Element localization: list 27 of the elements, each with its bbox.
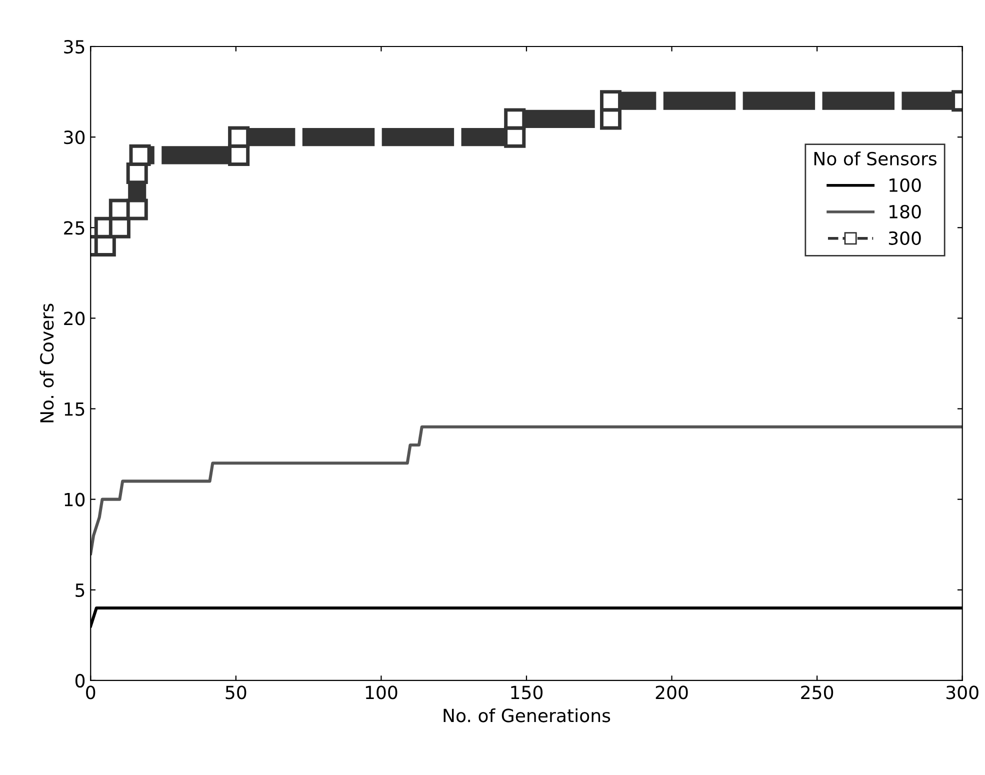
y-tick-label: 25: [64, 221, 84, 235]
y-axis-title: No. of Covers: [40, 304, 54, 422]
y-tick-label: 10: [64, 492, 85, 506]
y-tick-label: 20: [64, 312, 85, 326]
x-tick-label: 0: [86, 686, 96, 700]
y-tick-label: 35: [64, 40, 84, 54]
y-tick-label: 0: [75, 674, 85, 688]
line-series: [90, 425, 962, 556]
x-tick-label: 250: [801, 686, 834, 700]
point: [504, 108, 526, 130]
legend-label: 300: [888, 231, 921, 245]
legend-title: No of Sensors: [814, 152, 936, 166]
legend-label: 100: [890, 178, 921, 192]
y-tick-label: 5: [76, 584, 84, 597]
x-axis-title: No. of Generations: [444, 708, 610, 722]
x-tick-label: 200: [656, 686, 688, 700]
legend-label: 180: [890, 204, 921, 218]
point: [600, 90, 622, 112]
x-tick-label: 100: [366, 686, 398, 700]
y-tick-label: 15: [64, 402, 84, 416]
y-tick-label: 30: [64, 130, 85, 144]
x-tick-label: 150: [511, 686, 543, 700]
point: [126, 198, 148, 220]
point: [228, 126, 250, 148]
point: [129, 144, 151, 166]
x-tick-label: 50: [226, 686, 246, 700]
x-tick-label: 300: [946, 686, 978, 700]
